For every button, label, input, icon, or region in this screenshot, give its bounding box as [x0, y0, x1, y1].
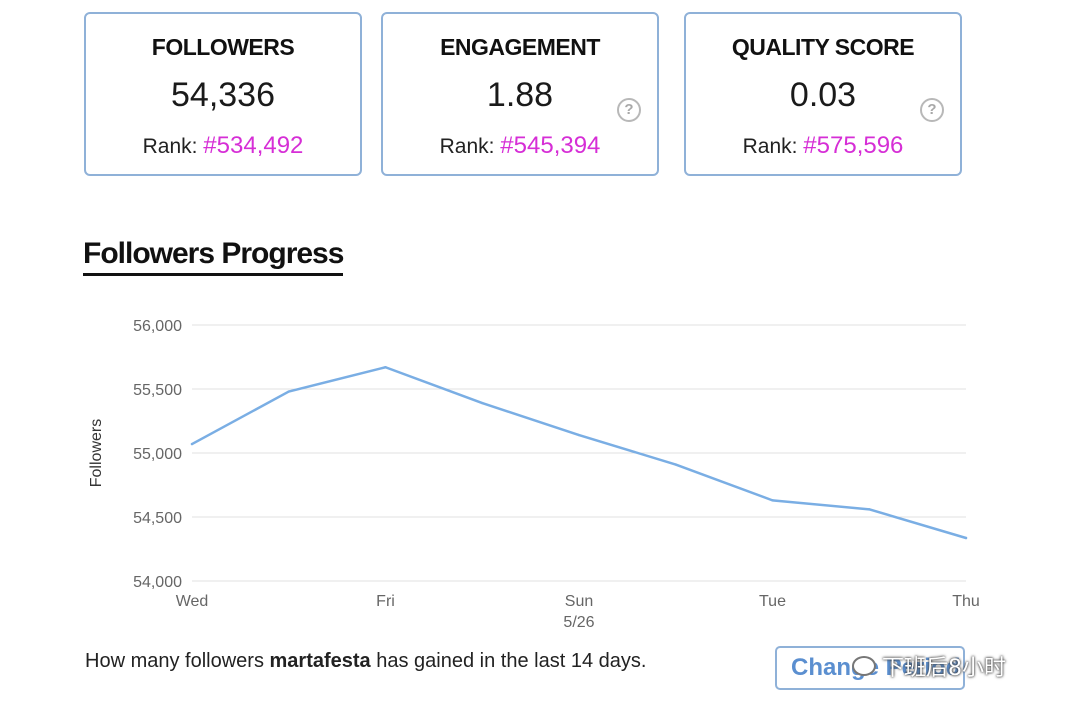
card-title: ENGAGEMENT: [440, 34, 600, 60]
x-tick-label: Thu: [952, 593, 980, 610]
data-point: [481, 401, 484, 405]
rank-line: Rank: #545,394: [383, 132, 657, 160]
rank-label: Rank:: [439, 135, 495, 158]
y-tick-label: 56,000: [133, 318, 182, 335]
quality-score-card: QUALITY SCORE 0.03 Rank: #575,596 ?: [684, 12, 962, 176]
chart-caption: How many followers martafesta has gained…: [85, 650, 646, 673]
rank-label: Rank:: [742, 135, 798, 158]
followers-line-chart: 56,000 55,500 55,000 54,500 54,000 Followers W…: [88, 318, 980, 631]
y-tick-label: 55,000: [133, 446, 182, 463]
data-point: [771, 499, 774, 502]
watermark: 下班后8小时: [852, 646, 1006, 686]
rank-value: #534,492: [203, 132, 304, 159]
help-icon[interactable]: ?: [920, 98, 944, 122]
rank-label: Rank:: [142, 135, 198, 158]
card-title: QUALITY SCORE: [731, 34, 915, 60]
data-point: [190, 442, 194, 446]
x-tick-sublabel: 5/26: [563, 614, 594, 631]
x-tick-label: Tue: [759, 593, 786, 610]
x-tick-label: Wed: [176, 593, 209, 610]
data-point: [868, 508, 871, 511]
caption-suffix: has gained in the last 14 days.: [370, 650, 647, 672]
followers-value: 54,336: [171, 76, 275, 114]
engagement-value: 1.88: [486, 76, 554, 114]
data-point: [287, 390, 290, 393]
rank-value: #575,596: [803, 132, 904, 159]
y-tick-label: 55,500: [133, 382, 182, 399]
change-period-button[interactable]: Change Period: [775, 646, 965, 690]
y-tick-label: 54,000: [133, 574, 182, 591]
y-tick-label: 54,500: [133, 510, 182, 527]
data-point: [964, 536, 968, 540]
quality-score-value: 0.03: [789, 76, 857, 114]
x-tick-label: Sun: [565, 593, 593, 610]
wechat-icon: [852, 656, 876, 676]
card-title: FOLLOWERS: [151, 34, 295, 60]
data-point: [384, 366, 387, 369]
caption-username: martafesta: [269, 650, 371, 672]
data-point: [674, 463, 677, 466]
engagement-card: ENGAGEMENT 1.88 Rank: #545,394 ?: [381, 12, 659, 176]
section-title: Followers Progress: [83, 236, 344, 276]
rank-line: Rank: #575,596: [686, 132, 960, 160]
data-point: [577, 433, 581, 437]
x-tick-label: Fri: [376, 593, 395, 610]
help-icon[interactable]: ?: [617, 98, 641, 122]
y-axis-label: Followers: [88, 419, 105, 487]
watermark-text: 下班后8小时: [882, 656, 1006, 681]
rank-line: Rank: #534,492: [86, 132, 360, 160]
followers-card: FOLLOWERS 54,336 Rank: #534,492: [84, 12, 362, 176]
rank-value: #545,394: [500, 132, 601, 159]
caption-prefix: How many followers: [85, 650, 270, 672]
